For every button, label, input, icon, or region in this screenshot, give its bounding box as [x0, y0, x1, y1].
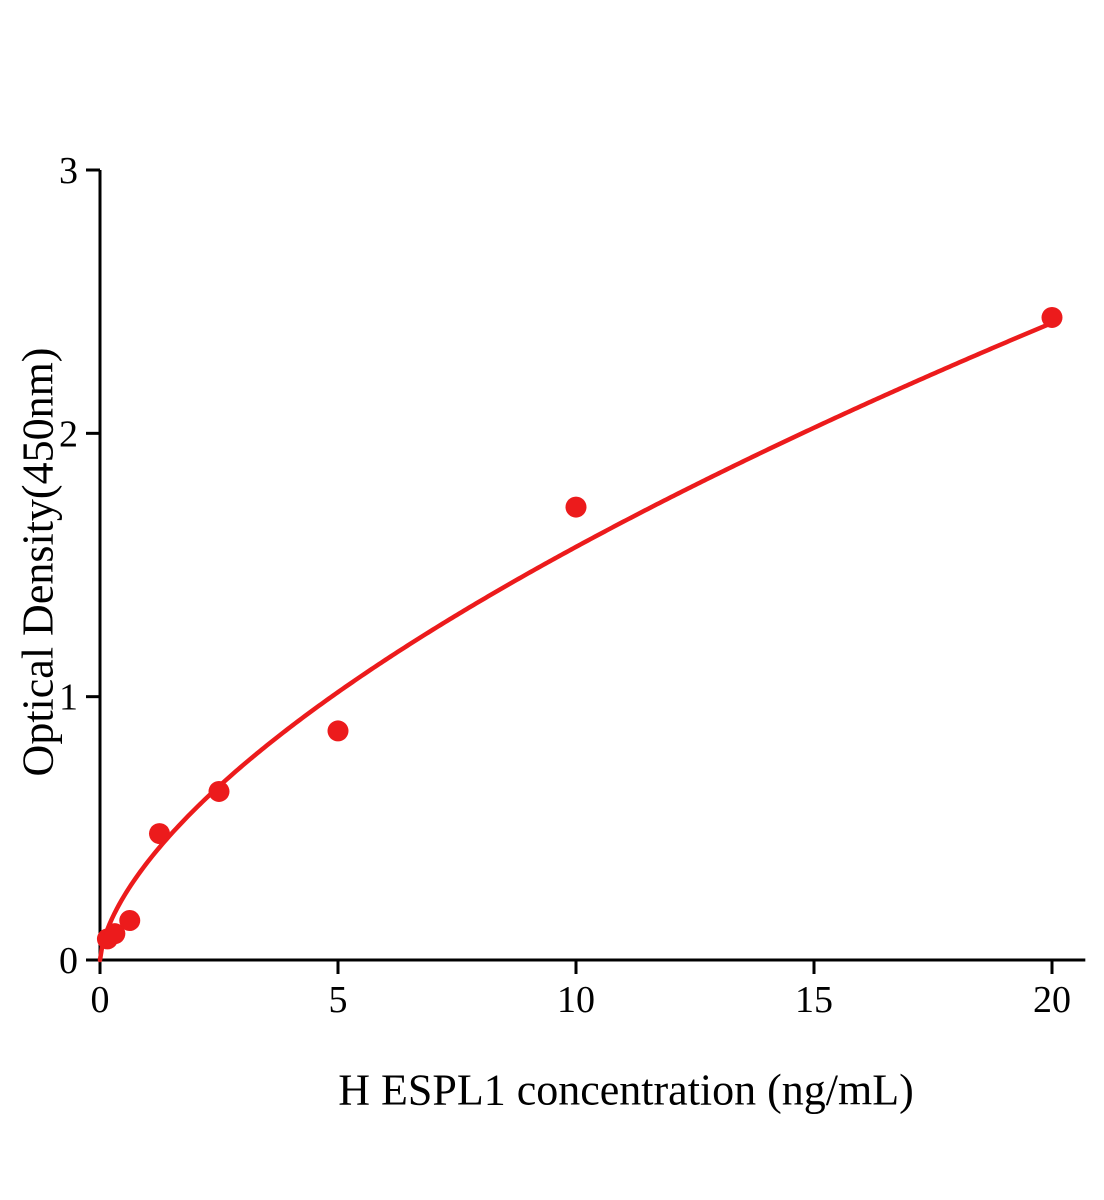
- x-tick-label: 5: [329, 979, 348, 1021]
- data-point: [1041, 306, 1063, 328]
- x-tick-label: 15: [795, 979, 833, 1021]
- data-point: [119, 910, 141, 931]
- fitted-curve: [97, 320, 1055, 963]
- x-tick-label: 20: [1033, 979, 1071, 1021]
- y-tick-label: 0: [59, 940, 78, 982]
- y-tick-label: 2: [59, 413, 78, 455]
- y-axis-title: Optical Density(450nm): [13, 347, 63, 777]
- y-tick-label: 1: [59, 677, 78, 719]
- x-axis-title: H ESPL1 concentration (ng/mL): [338, 1065, 914, 1115]
- data-point: [565, 496, 587, 518]
- x-tick-label: 0: [91, 979, 110, 1021]
- data-point: [208, 780, 230, 802]
- data-point: [327, 720, 349, 742]
- data-point: [149, 823, 170, 845]
- data-point: [104, 923, 126, 945]
- axes-frame: [98, 170, 1086, 962]
- x-tick-label: 10: [557, 979, 595, 1021]
- y-tick-label: 3: [59, 150, 78, 192]
